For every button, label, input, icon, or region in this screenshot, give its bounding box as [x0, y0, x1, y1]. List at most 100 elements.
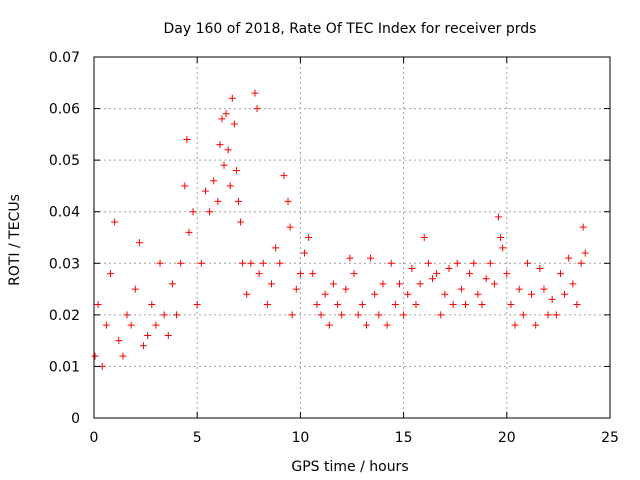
data-point: [305, 234, 313, 241]
data-point: [226, 182, 234, 190]
data-point: [127, 321, 135, 329]
data-point: [342, 285, 350, 293]
data-point: [228, 94, 236, 102]
data-point: [135, 239, 143, 247]
data-point: [350, 270, 358, 278]
data-point: [251, 89, 259, 97]
data-point: [239, 259, 247, 267]
x-tick-label: 0: [90, 430, 99, 446]
data-point: [579, 223, 587, 231]
data-point: [497, 234, 505, 241]
data-point: [536, 264, 544, 272]
data-point: [296, 270, 304, 278]
data-point: [210, 177, 218, 185]
data-point: [490, 280, 498, 288]
data-point: [255, 270, 263, 278]
data-point: [424, 259, 432, 267]
x-tick-label: 5: [193, 430, 202, 446]
data-point: [478, 301, 486, 309]
data-point: [404, 290, 412, 298]
data-point: [383, 321, 391, 329]
y-tick-label: 0.02: [49, 308, 80, 324]
data-point: [276, 259, 284, 267]
data-point: [466, 270, 474, 278]
data-point: [367, 254, 375, 262]
data-point: [119, 352, 127, 360]
data-point: [280, 172, 288, 180]
data-point: [131, 285, 139, 293]
data-point: [445, 264, 453, 272]
data-point: [173, 311, 181, 319]
data-point: [420, 234, 428, 241]
data-point: [313, 301, 321, 309]
data-point: [144, 331, 152, 339]
data-point: [218, 115, 226, 123]
data-point: [201, 187, 209, 195]
data-point: [168, 280, 176, 288]
y-tick-label: 0.04: [49, 205, 80, 221]
data-point: [247, 259, 255, 267]
data-point: [565, 254, 573, 262]
data-point: [164, 331, 172, 339]
y-tick-label: 0.03: [49, 256, 80, 272]
data-point: [387, 259, 395, 267]
data-point: [416, 280, 424, 288]
data-point: [148, 301, 156, 309]
data-point: [400, 311, 408, 319]
data-point: [544, 311, 552, 319]
data-point: [272, 244, 280, 252]
data-point: [222, 110, 230, 118]
data-point: [301, 249, 309, 257]
data-point: [197, 259, 205, 267]
data-point: [317, 311, 325, 319]
data-point: [115, 337, 123, 345]
data-point: [263, 301, 271, 309]
data-point: [286, 223, 294, 231]
data-point: [189, 208, 197, 216]
data-point: [519, 311, 527, 319]
data-point: [556, 270, 564, 278]
data-point: [362, 321, 370, 329]
data-point: [309, 270, 317, 278]
data-point: [428, 275, 436, 283]
x-tick-label: 25: [601, 430, 619, 446]
data-point: [107, 270, 115, 278]
y-tick-label: 0.05: [49, 153, 80, 169]
data-point: [214, 197, 222, 205]
data-point: [243, 290, 251, 298]
data-point: [220, 161, 228, 169]
y-tick-label: 0.07: [49, 50, 80, 66]
data-point: [552, 311, 560, 319]
x-axis-label: GPS time / hours: [291, 459, 408, 475]
data-point: [111, 218, 119, 226]
data-point: [523, 259, 531, 267]
data-point: [528, 290, 536, 298]
data-point: [160, 311, 168, 319]
data-point: [206, 208, 214, 216]
data-point: [216, 141, 224, 149]
data-point: [94, 301, 102, 309]
y-tick-label: 0: [71, 411, 80, 427]
data-point: [259, 259, 267, 267]
data-point: [338, 311, 346, 319]
data-point: [183, 136, 191, 144]
data-point: [193, 301, 201, 309]
y-tick-label: 0.01: [49, 359, 80, 375]
data-point: [292, 285, 300, 293]
x-tick-label: 20: [498, 430, 516, 446]
grid-lines: [94, 57, 610, 418]
data-point: [346, 254, 354, 262]
data-point: [573, 301, 581, 309]
data-point: [230, 120, 238, 128]
data-point: [548, 295, 556, 303]
data-point: [156, 259, 164, 267]
data-point: [329, 280, 337, 288]
data-point: [224, 146, 232, 154]
data-point: [334, 301, 342, 309]
data-point: [358, 301, 366, 309]
data-point: [486, 259, 494, 267]
data-point: [470, 259, 478, 267]
data-point: [495, 213, 503, 221]
y-axis-label: ROTI / TECUs: [7, 194, 23, 286]
data-point: [234, 197, 242, 205]
